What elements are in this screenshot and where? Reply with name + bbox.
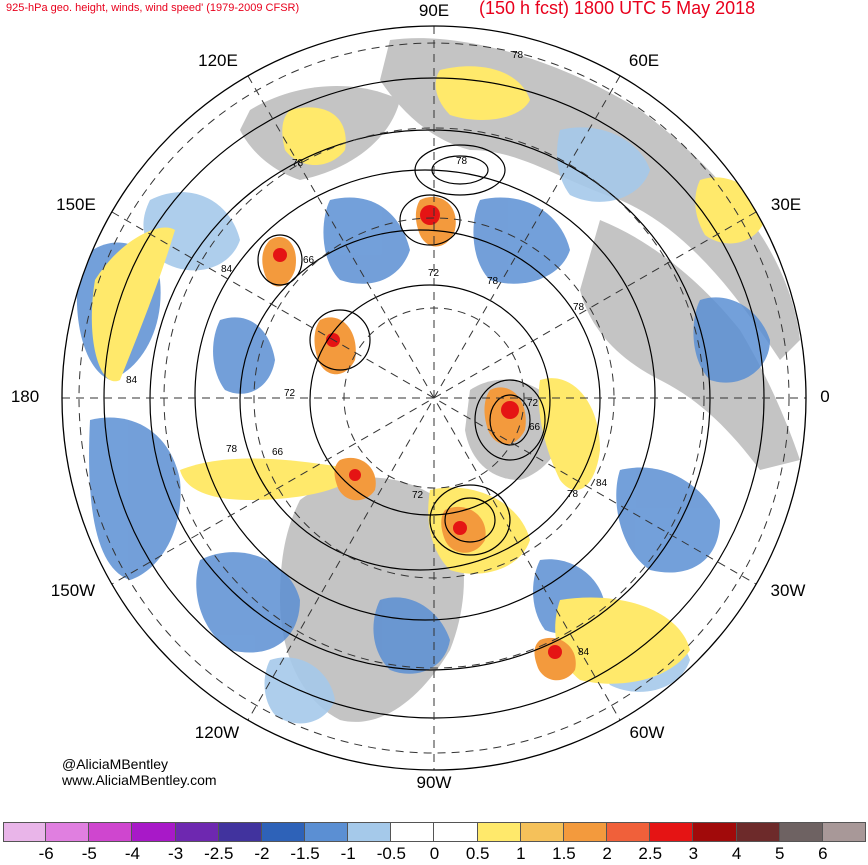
map-border bbox=[61, 25, 807, 771]
colorbar-swatch bbox=[563, 822, 608, 842]
colorbar-swatch bbox=[607, 822, 651, 842]
contour-label: 78 bbox=[487, 276, 499, 287]
colorbar-tick-label: -4 bbox=[124, 844, 140, 863]
contour-label-layer: 78 78 78 66 72 78 78 84 84 72 78 66 72 7… bbox=[126, 50, 608, 658]
contour-label: 72 bbox=[428, 268, 440, 279]
lon-label-90w: 90W bbox=[416, 773, 452, 792]
colorbar-tick-label: 3 bbox=[688, 844, 699, 863]
colorbar-swatch bbox=[175, 822, 219, 842]
contour-label: 84 bbox=[578, 647, 590, 658]
colorbar-tick-label: 4 bbox=[731, 844, 742, 863]
colorbar-swatch bbox=[520, 822, 564, 842]
colorbar-tick-label: -1 bbox=[340, 844, 356, 863]
colorbar-tick-label: -1.5 bbox=[290, 844, 320, 863]
lon-label-90e: 90E bbox=[418, 1, 450, 20]
contour-label: 78 bbox=[567, 489, 579, 500]
contour-label: 66 bbox=[529, 422, 541, 433]
colorbar-tick-label: 1.5 bbox=[552, 844, 576, 863]
field-layer bbox=[62, 26, 806, 770]
polar-map: 78 78 78 66 72 78 78 84 84 72 78 66 72 7… bbox=[61, 25, 807, 771]
colorbar-tick-label: -2 bbox=[254, 844, 270, 863]
colorbar-swatch bbox=[477, 822, 521, 842]
colorbar-tick-label: 2.5 bbox=[638, 844, 663, 863]
contour-label: 72 bbox=[284, 388, 296, 399]
contour-label: 78 bbox=[292, 158, 304, 169]
colorbar-swatch bbox=[261, 822, 306, 842]
credit-website: www.AliciaMBentley.com bbox=[62, 772, 217, 788]
colorbar-swatch bbox=[650, 822, 694, 842]
colorbar-tick-label: 0.5 bbox=[465, 844, 490, 863]
colorbar-swatch bbox=[46, 822, 90, 842]
colorbar-tick-label: 2 bbox=[602, 844, 612, 863]
colorbar-tick-label: 6 bbox=[818, 844, 828, 863]
contour-label: 72 bbox=[412, 490, 424, 501]
lon-label-60e: 60E bbox=[628, 51, 660, 70]
colorbar-swatch bbox=[434, 822, 478, 842]
lon-label-30e: 30E bbox=[770, 195, 802, 214]
lon-label-120w: 120W bbox=[194, 723, 240, 742]
contour-label: 66 bbox=[303, 255, 315, 266]
colorbar-swatch bbox=[305, 822, 349, 842]
colorbar-tick-label: -2.5 bbox=[204, 844, 234, 863]
credit-handle: @AliciaMBentley bbox=[62, 756, 169, 772]
lon-label-180: 180 bbox=[10, 387, 40, 406]
contour-label: 78 bbox=[512, 50, 524, 61]
colorbar-tick-label: -6 bbox=[38, 844, 54, 863]
colorbar-swatch bbox=[132, 822, 176, 842]
colorbar-swatch bbox=[348, 822, 392, 842]
lon-label-150w: 150W bbox=[50, 581, 96, 600]
contour-label: 78 bbox=[573, 302, 585, 313]
map-title-right: (150 h fcst) 1800 UTC 5 May 2018 bbox=[479, 0, 756, 18]
colorbar-swatch bbox=[822, 822, 866, 842]
colorbar-tick-label: 0 bbox=[429, 844, 440, 863]
colorbar-swatch bbox=[89, 822, 133, 842]
contour-label: 78 bbox=[456, 156, 468, 167]
contour-label: 78 bbox=[226, 444, 238, 455]
colorbar-tick-label: -3 bbox=[168, 844, 184, 863]
lon-label-30w: 30W bbox=[770, 581, 806, 600]
colorbar-swatch bbox=[736, 822, 780, 842]
contour-label: 72 bbox=[527, 398, 539, 409]
contour-label: 84 bbox=[126, 375, 138, 386]
colorbar-swatch bbox=[218, 822, 262, 842]
contour-label: 84 bbox=[596, 478, 608, 489]
colorbar-swatch bbox=[779, 822, 823, 842]
contour-label: 66 bbox=[272, 447, 284, 458]
colorbar-swatch bbox=[391, 822, 435, 842]
land-europe bbox=[580, 220, 800, 470]
graticule bbox=[62, 26, 806, 770]
colorbar-tick-label: -5 bbox=[81, 844, 97, 863]
colorbar-tick-label: -0.5 bbox=[376, 844, 406, 863]
map-title-left: 925-hPa geo. height, winds, wind speed' … bbox=[6, 2, 300, 14]
lon-label-150e: 150E bbox=[56, 195, 96, 214]
lon-label-60w: 60W bbox=[629, 723, 665, 742]
lon-label-120e: 120E bbox=[198, 51, 238, 70]
contour-label: 84 bbox=[221, 264, 233, 275]
colorbar-swatch bbox=[693, 822, 737, 842]
lon-label-0: 0 bbox=[820, 387, 830, 406]
colorbar-swatch bbox=[3, 822, 47, 842]
colorbar-tick-label: 5 bbox=[774, 844, 785, 863]
colorbar-tick-label: 1 bbox=[516, 844, 526, 863]
